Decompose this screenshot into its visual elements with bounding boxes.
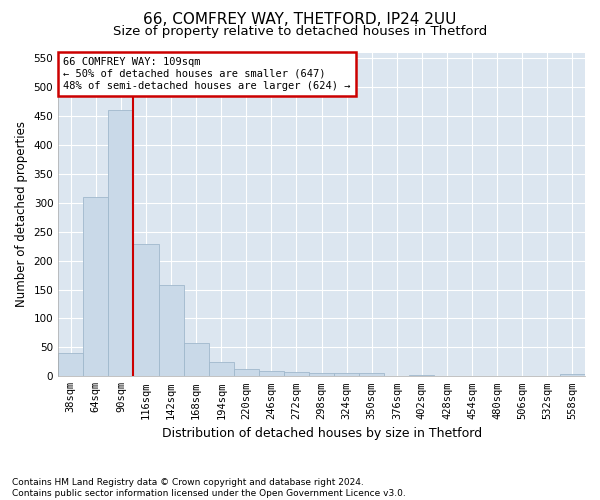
- Bar: [560, 374, 585, 376]
- Bar: [409, 375, 434, 376]
- Bar: [158, 285, 184, 376]
- Bar: [133, 244, 158, 376]
- Bar: [334, 374, 359, 376]
- Bar: [259, 370, 284, 376]
- Text: Contains HM Land Registry data © Crown copyright and database right 2024.
Contai: Contains HM Land Registry data © Crown c…: [12, 478, 406, 498]
- Text: 66 COMFREY WAY: 109sqm
← 50% of detached houses are smaller (647)
48% of semi-de: 66 COMFREY WAY: 109sqm ← 50% of detached…: [64, 58, 351, 90]
- Bar: [234, 370, 259, 376]
- Text: 66, COMFREY WAY, THETFORD, IP24 2UU: 66, COMFREY WAY, THETFORD, IP24 2UU: [143, 12, 457, 28]
- Bar: [83, 197, 109, 376]
- Bar: [109, 110, 133, 376]
- Bar: [184, 343, 209, 376]
- Bar: [284, 372, 309, 376]
- Text: Size of property relative to detached houses in Thetford: Size of property relative to detached ho…: [113, 25, 487, 38]
- Bar: [209, 362, 234, 376]
- Bar: [309, 374, 334, 376]
- Y-axis label: Number of detached properties: Number of detached properties: [15, 122, 28, 308]
- Bar: [359, 374, 385, 376]
- X-axis label: Distribution of detached houses by size in Thetford: Distribution of detached houses by size …: [161, 427, 482, 440]
- Bar: [58, 353, 83, 376]
